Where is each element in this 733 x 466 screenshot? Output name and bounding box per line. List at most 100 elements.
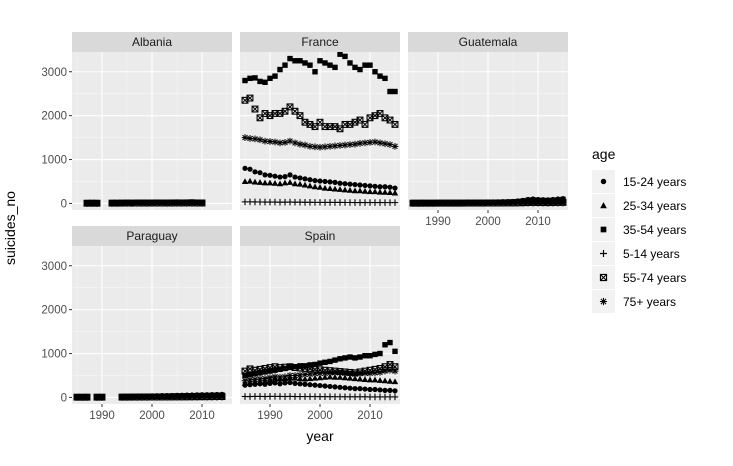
data-point — [367, 62, 373, 68]
strip-label-france: France — [301, 35, 339, 49]
data-point — [362, 62, 368, 68]
data-point — [287, 379, 293, 386]
data-point — [158, 199, 166, 207]
data-point — [188, 393, 196, 401]
y-axis-paraguay: 0 1000 2000 3000 — [41, 261, 72, 404]
x-tick-label: 2010 — [525, 216, 551, 228]
strip-paraguay — [72, 226, 232, 246]
legend-item-75-years: 75+ years — [592, 290, 676, 313]
data-point — [382, 75, 388, 82]
data-point — [377, 73, 383, 79]
data-point — [381, 140, 389, 148]
data-point — [361, 120, 369, 128]
data-point — [336, 142, 344, 149]
data-point — [367, 353, 373, 359]
data-point — [183, 393, 191, 401]
data-point — [341, 141, 349, 149]
data-point — [352, 181, 358, 188]
data-point — [386, 141, 394, 149]
data-point — [302, 176, 308, 182]
data-point — [331, 142, 339, 150]
data-point — [286, 137, 294, 145]
data-point — [371, 138, 379, 146]
data-point — [272, 380, 278, 386]
data-point — [331, 374, 339, 380]
data-point — [168, 393, 176, 401]
data-point — [246, 376, 254, 384]
data-point — [347, 181, 353, 187]
data-point — [242, 77, 248, 84]
x-tick-label: 1990 — [89, 410, 115, 422]
data-point — [386, 377, 394, 384]
series-35-54-years — [242, 339, 398, 379]
data-point — [346, 187, 354, 193]
data-point — [296, 371, 304, 379]
panel-france: France — [240, 32, 400, 210]
data-point — [203, 393, 211, 401]
data-point — [321, 143, 329, 151]
x-tick-label: 2000 — [307, 410, 333, 422]
data-point — [366, 188, 374, 195]
series-25-34-years — [241, 177, 399, 196]
data-point — [296, 140, 304, 148]
legend-item-55-74-years: 55-74 years — [592, 266, 686, 289]
data-point — [376, 369, 384, 376]
data-point — [276, 373, 284, 381]
legend-label: 55-74 years — [623, 271, 686, 285]
strip-albania — [72, 32, 232, 52]
data-point — [291, 139, 299, 147]
data-point — [262, 172, 268, 178]
data-point — [351, 370, 359, 378]
data-point — [419, 199, 427, 207]
data-point — [267, 368, 273, 374]
legend-key-boxed-x — [599, 273, 608, 282]
data-point — [247, 166, 253, 172]
data-point — [307, 62, 313, 68]
data-point — [381, 367, 389, 375]
data-point — [559, 199, 567, 207]
panel-guatemala: Guatemala — [408, 32, 568, 210]
data-point — [277, 366, 283, 373]
data-point — [138, 199, 146, 207]
data-point — [326, 369, 334, 377]
data-point — [322, 383, 328, 389]
data-point — [78, 393, 86, 401]
data-point — [392, 348, 398, 355]
legend-item-5-14-years: 5-14 years — [592, 242, 680, 265]
data-point — [252, 75, 258, 81]
legend-key-triangle — [600, 202, 607, 209]
data-point — [271, 180, 279, 186]
data-point — [484, 199, 492, 207]
data-point — [356, 375, 364, 382]
data-point — [499, 199, 507, 207]
data-point — [292, 363, 298, 370]
data-point — [391, 189, 399, 196]
x-axis-guatemala: 1990 2000 2010 — [425, 210, 551, 228]
data-point — [381, 189, 389, 195]
data-point — [267, 75, 273, 82]
data-point — [277, 66, 283, 73]
data-point — [337, 52, 343, 57]
legend-label: 15-24 years — [623, 175, 686, 189]
data-point — [357, 66, 363, 73]
data-point — [118, 199, 126, 207]
data-point — [193, 199, 201, 207]
data-point — [271, 373, 279, 381]
data-point — [362, 182, 368, 189]
points-france — [241, 52, 399, 206]
data-point — [301, 375, 309, 382]
data-point — [123, 199, 131, 207]
data-point — [241, 178, 249, 185]
y-tick-label: 3000 — [41, 261, 67, 273]
data-point — [351, 187, 359, 194]
data-point — [247, 75, 253, 82]
data-point — [524, 199, 532, 207]
data-point — [282, 365, 288, 372]
data-point — [377, 350, 383, 357]
y-axes: 0 1000 2000 3000 0 1000 2000 3000 — [41, 67, 72, 404]
data-point — [382, 387, 388, 393]
data-point — [251, 178, 259, 185]
data-point — [386, 189, 394, 196]
data-point — [276, 139, 284, 147]
legend: age 15-24 years 25-34 years 35-54 years 5-1… — [592, 146, 686, 313]
